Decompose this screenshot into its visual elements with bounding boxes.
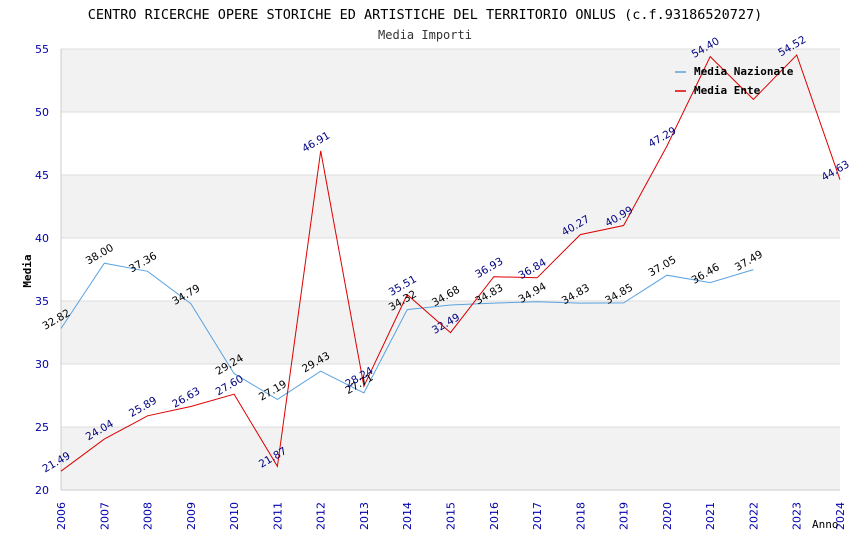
chart-subtitle: Media Importi: [378, 28, 472, 42]
legend-label-media-ente: Media Ente: [694, 84, 761, 97]
axes: [60, 49, 840, 491]
y-tick-40: 40: [35, 232, 49, 245]
x-tick-2020: 2020: [661, 502, 674, 530]
data-label-media-ente-2008: 25.89: [127, 394, 159, 419]
x-tick-2010: 2010: [228, 502, 241, 530]
x-tick-2019: 2019: [618, 502, 631, 530]
y-tick-55: 55: [35, 43, 49, 56]
x-tick-2007: 2007: [98, 502, 111, 530]
series-lines: [60, 54, 841, 472]
y-tick-labels: 20 25 30 35 40 45 50 55: [35, 43, 49, 497]
x-tick-2023: 2023: [791, 502, 804, 530]
legend: Media Nazionale Media Ente: [675, 65, 794, 97]
series-line-media-ente: [60, 54, 841, 472]
x-tick-2013: 2013: [358, 502, 371, 530]
band-40: [61, 175, 840, 238]
x-tick-2024: 2024: [834, 502, 847, 530]
band-20: [61, 427, 840, 490]
y-axis-label: Media: [21, 254, 34, 287]
x-tick-2016: 2016: [488, 502, 501, 530]
y-tick-30: 30: [35, 358, 49, 371]
y-tick-35: 35: [35, 295, 49, 308]
x-tick-2006: 2006: [55, 502, 68, 530]
y-tick-45: 45: [35, 169, 49, 182]
legend-label-media-nazionale: Media Nazionale: [694, 65, 794, 78]
data-label-media-nazionale-2011: 27.19: [257, 378, 289, 403]
plot-bands: [61, 49, 840, 490]
x-tick-2009: 2009: [185, 502, 198, 530]
y-tick-20: 20: [35, 484, 49, 497]
x-tick-2021: 2021: [704, 502, 717, 530]
data-label-media-nazionale-2007: 38.00: [84, 242, 116, 267]
data-label-media-nazionale-2022: 37.49: [733, 248, 765, 273]
y-tick-25: 25: [35, 421, 49, 434]
data-label-media-nazionale-2020: 37.05: [646, 254, 678, 279]
x-tick-2015: 2015: [445, 502, 458, 530]
x-tick-labels: 2006 2007 2008 2009 2010 2011 2012 2013 2014 2015…: [55, 502, 847, 530]
x-tick-2008: 2008: [142, 502, 155, 530]
x-tick-2018: 2018: [574, 502, 587, 530]
data-label-media-nazionale-2021: 36.46: [690, 261, 722, 287]
x-axis-label: Anno: [812, 518, 839, 531]
data-label-media-ente-2012: 46.91: [300, 130, 332, 155]
x-tick-2014: 2014: [401, 502, 414, 530]
y-tick-50: 50: [35, 106, 49, 119]
data-label-media-ente-2020: 47.29: [646, 125, 678, 150]
x-tick-2017: 2017: [531, 502, 544, 530]
series-line-media-nazionale: [60, 262, 754, 400]
chart-title: CENTRO RICERCHE OPERE STORICHE ED ARTIST…: [88, 7, 763, 23]
data-label-media-ente-2009: 26.63: [170, 385, 202, 410]
x-tick-2011: 2011: [271, 502, 284, 530]
band-50: [61, 49, 840, 112]
data-label-media-nazionale-2008: 37.36: [127, 250, 159, 276]
grid-lines: [61, 48, 840, 491]
x-tick-2012: 2012: [315, 502, 328, 530]
x-tick-2022: 2022: [747, 502, 760, 530]
